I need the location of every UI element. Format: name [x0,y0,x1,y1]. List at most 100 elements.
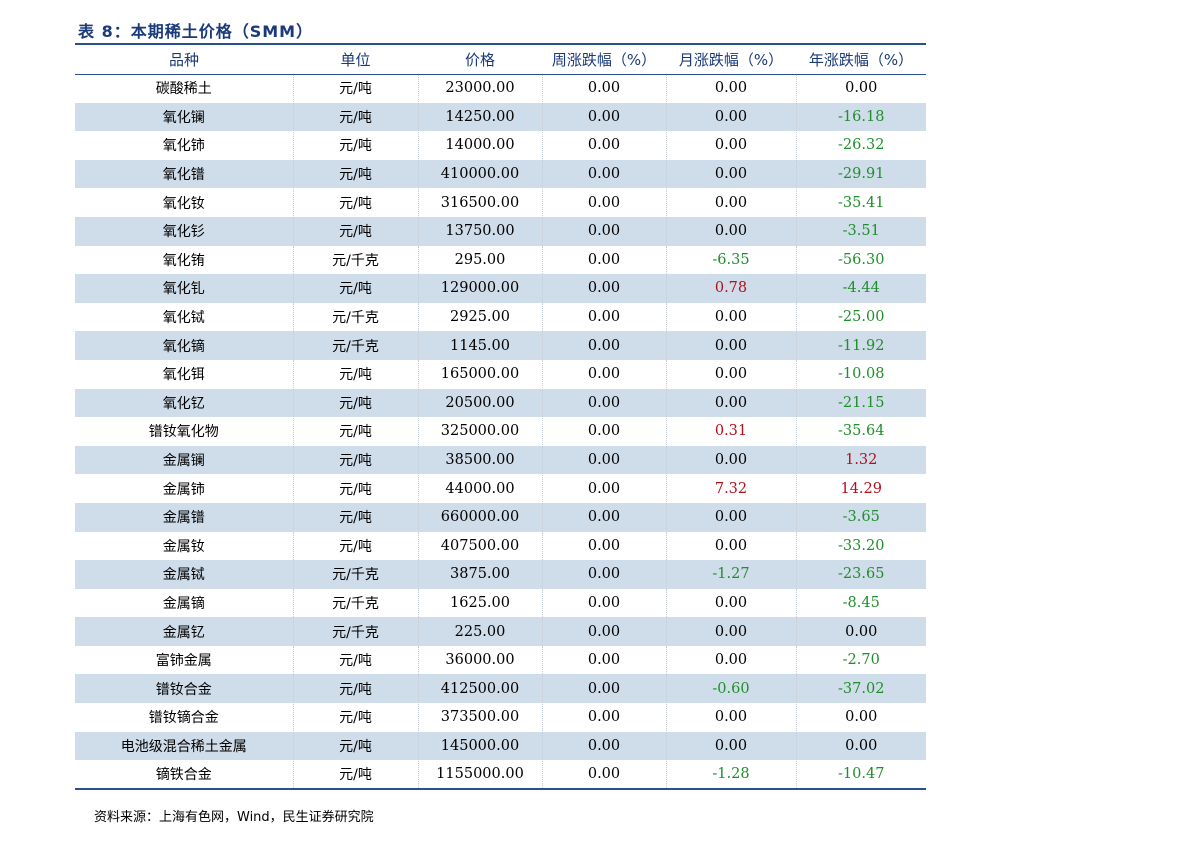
price-cell: 660000.00 [418,502,543,532]
product-name-cell: 氧化镧 [75,102,294,132]
column-header-price: 价格 [418,43,542,75]
table-row: 金属钇 元/千克 225.00 0.00 0.00 0.00 [75,617,926,646]
table-row: 氧化铒 元/吨 165000.00 0.00 0.00 -10.08 [75,359,926,389]
unit-cell: 元/吨 [293,417,419,446]
product-name-cell: 氧化镝 [75,331,294,360]
product-name-cell: 金属镨 [75,502,294,532]
weekly-change-cell: 0.00 [542,531,667,561]
yearly-change-cell: -37.02 [796,674,926,704]
weekly-change-cell: 0.00 [542,417,667,446]
price-cell: 1625.00 [418,588,543,618]
table-row: 氧化钕 元/吨 316500.00 0.00 0.00 -35.41 [75,188,926,217]
weekly-change-cell: 0.00 [542,502,667,532]
price-cell: 412500.00 [418,674,543,704]
weekly-change-cell: 0.00 [542,274,667,303]
weekly-change-cell: 0.00 [542,331,667,360]
product-name-cell: 碳酸稀土 [75,74,294,103]
price-cell: 13750.00 [418,216,543,246]
column-header-yearly-change: 年涨跌幅（%） [796,43,926,75]
weekly-change-cell: 0.00 [542,102,667,132]
unit-cell: 元/吨 [293,274,419,303]
weekly-change-cell: 0.00 [542,760,667,790]
yearly-change-cell: -35.41 [838,194,885,211]
yearly-change-cell: 0.00 [796,731,926,761]
unit-cell: 元/千克 [293,560,419,589]
price-cell: 225.00 [418,617,543,646]
product-name-cell: 金属钕 [75,531,294,561]
unit-cell: 元/吨 [293,359,419,389]
product-name-cell: 金属镝 [75,588,294,618]
monthly-change-cell: -1.28 [666,760,797,790]
table-row: 碳酸稀土 元/吨 23000.00 0.00 0.00 0.00 [75,74,926,103]
monthly-change-cell: 0.00 [666,588,797,618]
table-row: 金属镝 元/千克 1625.00 0.00 0.00 -8.45 [75,588,926,618]
weekly-change-cell: 0.00 [542,703,667,732]
monthly-change-cell: 0.00 [666,645,797,675]
yearly-change-cell: -29.91 [796,159,926,189]
yearly-change-cell: -25.00 [838,309,885,326]
unit-cell: 元/吨 [293,474,419,503]
table-title: 表 8：本期稀土价格（SMM） [78,22,314,41]
weekly-change-cell: 0.00 [542,245,667,275]
price-cell: 20500.00 [418,388,543,418]
product-name-cell: 氧化钆 [75,274,294,303]
table-row: 镨钕合金 元/吨 412500.00 0.00 -0.60 -37.02 [75,674,926,704]
weekly-change-cell: 0.00 [542,131,667,160]
price-cell: 410000.00 [418,159,543,189]
unit-cell: 元/吨 [293,388,419,418]
price-cell: 1145.00 [418,331,543,360]
table-row: 金属镧 元/吨 38500.00 0.00 0.00 1.32 [75,445,926,475]
price-cell: 38500.00 [418,445,543,475]
weekly-change-cell: 0.00 [542,359,667,389]
price-cell: 316500.00 [418,188,543,217]
table-row: 金属铽 元/千克 3875.00 0.00 -1.27 -23.65 [75,560,926,589]
yearly-change-cell: -16.18 [796,102,926,132]
table-row: 氧化镝 元/千克 1145.00 0.00 0.00 -11.92 [75,331,926,360]
price-cell: 145000.00 [418,731,543,761]
weekly-change-cell: 0.00 [542,731,667,761]
yearly-change-cell: -10.08 [838,366,885,383]
table-row: 氧化镨 元/吨 410000.00 0.00 0.00 -29.91 [75,159,926,189]
table-header-row: 品种 单位 价格 周涨跌幅（%） 月涨跌幅（%） 年涨跌幅（%） [75,43,926,75]
unit-cell: 元/千克 [293,617,419,646]
yearly-change-cell: -3.65 [796,502,926,532]
weekly-change-cell: 0.00 [542,388,667,418]
unit-cell: 元/吨 [293,102,419,132]
monthly-change-cell: 0.00 [666,159,797,189]
weekly-change-cell: 0.00 [542,474,667,503]
product-name-cell: 镨钕镝合金 [75,703,294,732]
weekly-change-cell: 0.00 [542,560,667,589]
column-header-monthly-change: 月涨跌幅（%） [666,43,796,75]
monthly-change-cell: 0.00 [666,731,797,761]
monthly-change-cell: 0.00 [666,216,797,246]
monthly-change-cell: 0.00 [666,331,797,360]
weekly-change-cell: 0.00 [542,216,667,246]
monthly-change-cell: 0.31 [666,417,797,446]
monthly-change-cell: 0.00 [666,388,797,418]
monthly-change-cell: -6.35 [666,245,797,275]
unit-cell: 元/千克 [293,331,419,360]
product-name-cell: 氧化铈 [75,131,294,160]
product-name-cell: 金属铽 [75,560,294,589]
table-row: 氧化铽 元/千克 2925.00 0.00 0.00 -25.00 [75,302,926,332]
price-cell: 1155000.00 [418,760,543,790]
unit-cell: 元/吨 [293,74,419,103]
price-cell: 407500.00 [418,531,543,561]
monthly-change-cell: 0.00 [666,617,797,646]
monthly-change-cell: 0.00 [666,359,797,389]
unit-cell: 元/吨 [293,760,419,790]
monthly-change-cell: 0.78 [666,274,797,303]
yearly-change-cell: -3.51 [796,216,926,246]
weekly-change-cell: 0.00 [542,445,667,475]
unit-cell: 元/吨 [293,131,419,160]
table-row: 金属钕 元/吨 407500.00 0.00 0.00 -33.20 [75,531,926,561]
product-name-cell: 镨钕氧化物 [75,417,294,446]
product-name-cell: 金属铈 [75,474,294,503]
table-row: 氧化钆 元/吨 129000.00 0.00 0.78 -4.44 [75,274,926,303]
table-row: 镨钕氧化物 元/吨 325000.00 0.00 0.31 -35.64 [75,417,926,446]
product-name-cell: 金属钇 [75,617,294,646]
monthly-change-cell: 0.00 [666,74,797,103]
product-name-cell: 氧化铒 [75,359,294,389]
yearly-change-cell: -11.92 [796,331,926,360]
yearly-change-cell: -56.30 [838,251,885,268]
